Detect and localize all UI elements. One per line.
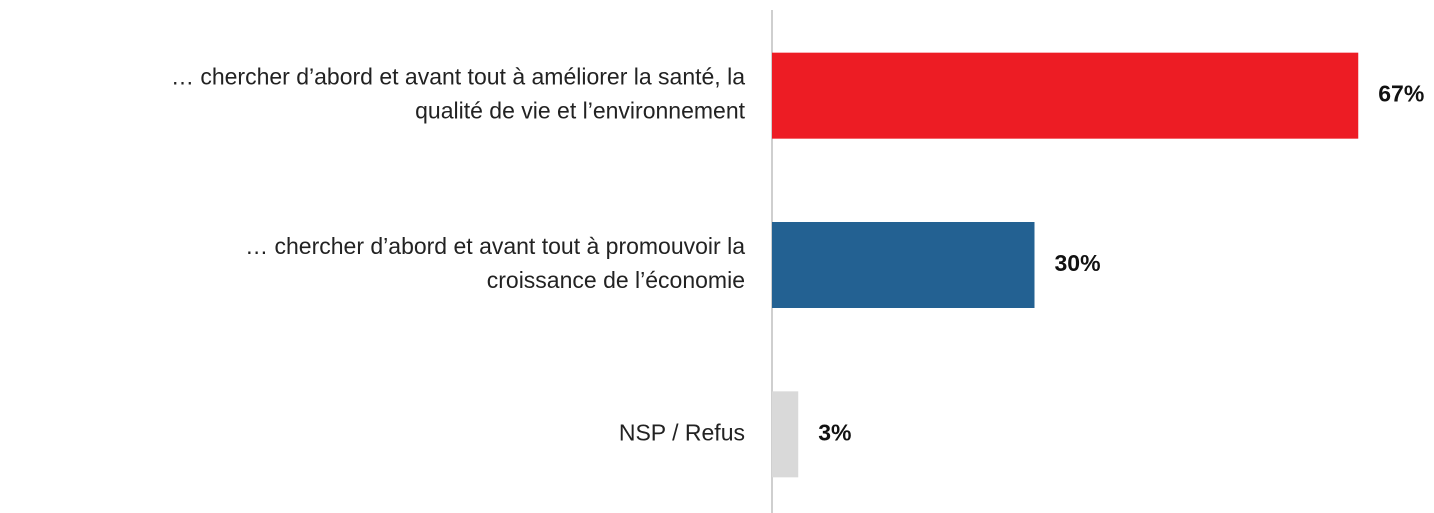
category-label: qualité de vie et l’environnement [415, 98, 745, 124]
bar [772, 391, 799, 478]
category-label: … chercher d’abord et avant tout à promo… [245, 233, 745, 259]
bar [772, 222, 1035, 308]
category-label: NSP / Refus [619, 419, 745, 445]
value-label: 67% [1378, 81, 1424, 107]
value-label: 30% [1055, 250, 1101, 276]
value-label: 3% [818, 419, 851, 445]
category-label: … chercher d’abord et avant tout à améli… [171, 64, 745, 90]
bar [772, 52, 1359, 139]
category-label: croissance de l’économie [487, 267, 745, 293]
